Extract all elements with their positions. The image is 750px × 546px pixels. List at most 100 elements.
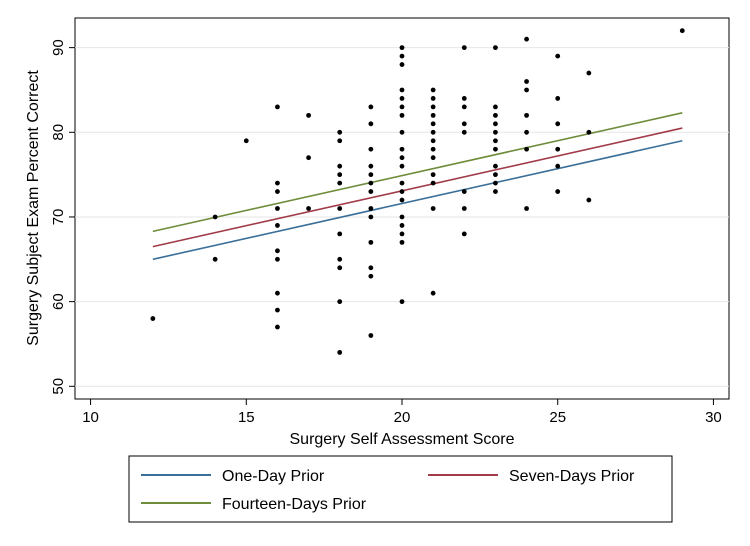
data-point — [493, 163, 498, 169]
data-point — [555, 96, 561, 101]
data-point — [430, 290, 436, 296]
data-point — [461, 189, 467, 194]
data-point — [524, 87, 529, 93]
data-point — [368, 172, 374, 178]
data-point — [275, 104, 280, 110]
data-point — [337, 129, 343, 135]
y-tick-label: 60 — [50, 293, 67, 310]
data-point — [368, 104, 374, 110]
legend-label-one-day: One-Day Prior — [222, 468, 325, 485]
data-point — [275, 290, 280, 296]
data-point — [461, 206, 467, 211]
data-point — [399, 87, 405, 93]
data-point — [524, 146, 529, 152]
y-tick-label: 80 — [50, 124, 67, 141]
data-point — [212, 256, 218, 262]
y-tick-label: 50 — [50, 378, 67, 395]
data-point — [337, 172, 343, 178]
fit-lines — [152, 112, 683, 261]
data-point — [399, 129, 405, 135]
data-point — [430, 104, 436, 110]
data-points — [150, 28, 685, 355]
legend-box — [128, 455, 673, 523]
data-point — [399, 223, 405, 228]
data-point — [337, 180, 343, 186]
data-point — [399, 299, 405, 305]
data-point — [493, 129, 498, 135]
legend-label-seven-days: Seven-Days Prior — [509, 468, 635, 485]
data-point — [493, 121, 498, 127]
data-point — [430, 138, 436, 144]
data-point — [337, 256, 343, 262]
data-point — [368, 121, 374, 127]
data-point — [430, 146, 436, 152]
data-point — [399, 45, 405, 51]
data-point — [430, 206, 436, 211]
data-point — [524, 112, 529, 118]
data-point — [493, 138, 498, 144]
data-point — [430, 180, 436, 186]
data-point — [430, 129, 436, 135]
data-point — [275, 223, 280, 228]
data-point — [399, 239, 405, 245]
x-tick-label: 25 — [549, 409, 566, 426]
data-point — [399, 155, 405, 161]
data-point — [368, 214, 374, 220]
data-point — [524, 129, 529, 135]
data-point — [586, 197, 592, 203]
fit-line-0 — [152, 139, 683, 261]
data-point — [461, 231, 467, 237]
data-point — [524, 36, 529, 42]
data-point — [275, 189, 280, 194]
data-point — [493, 180, 498, 186]
data-point — [461, 129, 467, 135]
legend-label-fourteen-days: Fourteen-Days Prior — [222, 496, 367, 513]
data-point — [399, 96, 405, 101]
data-point — [368, 146, 374, 152]
data-point — [430, 112, 436, 118]
data-point — [275, 307, 280, 313]
x-tick-label: 15 — [238, 409, 255, 426]
data-point — [368, 265, 374, 271]
data-point — [555, 163, 561, 169]
data-point — [306, 112, 311, 118]
data-point — [368, 239, 374, 245]
data-point — [337, 138, 343, 144]
data-point — [337, 163, 343, 169]
data-point — [368, 273, 374, 279]
x-axis-title: Surgery Self Assessment Score — [290, 431, 515, 448]
data-point — [430, 121, 436, 127]
data-point — [461, 121, 467, 127]
data-point — [337, 350, 343, 355]
data-point — [399, 180, 405, 186]
data-point — [555, 146, 561, 152]
data-point — [368, 163, 374, 169]
data-point — [337, 299, 343, 305]
y-axis: 50 60 70 80 90 — [50, 39, 75, 395]
data-point — [461, 45, 467, 51]
data-point — [399, 189, 405, 194]
data-point — [368, 180, 374, 186]
data-point — [243, 138, 249, 144]
data-point — [275, 248, 280, 254]
data-point — [555, 121, 561, 127]
fit-line-2 — [152, 112, 683, 233]
data-point — [399, 62, 405, 67]
data-point — [461, 104, 467, 110]
data-point — [493, 45, 498, 51]
x-tick-label: 10 — [82, 409, 99, 426]
data-point — [493, 189, 498, 194]
data-point — [524, 206, 529, 211]
y-tick-label: 70 — [50, 209, 67, 226]
data-point — [430, 155, 436, 161]
data-point — [555, 189, 561, 194]
data-point — [368, 189, 374, 194]
data-point — [150, 316, 156, 321]
data-point — [493, 104, 498, 110]
data-point — [399, 163, 405, 169]
y-axis-title: Surgery Subject Exam Percent Correct — [25, 70, 42, 346]
data-point — [275, 256, 280, 262]
data-point — [493, 146, 498, 152]
data-point — [306, 155, 311, 161]
data-point — [337, 206, 343, 211]
